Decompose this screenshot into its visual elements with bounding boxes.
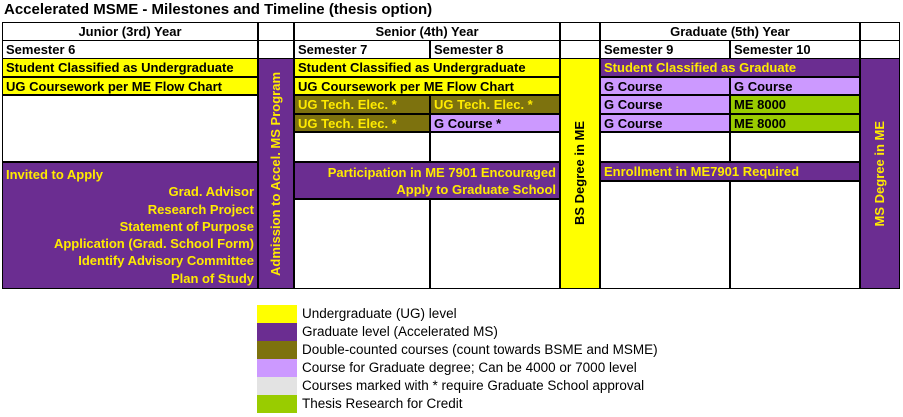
participation-me7901: Participation in ME 7901 Encouraged xyxy=(327,165,556,180)
senior-coursework-cell: UG Coursework per ME Flow Chart xyxy=(294,77,560,95)
semester-header-spacer-3 xyxy=(860,40,900,59)
year-header-spacer-1 xyxy=(258,22,294,41)
year-header-junior: Junior (3rd) Year xyxy=(2,22,258,41)
junior-milestones-block: Invited to Apply Grad. Advisor Research … xyxy=(2,162,258,289)
bs-degree-banner-label: BS Degree in ME xyxy=(572,121,587,226)
s7-tech-elec-1-cell: UG Tech. Elec. * xyxy=(294,95,430,114)
s9-empty-cell-2 xyxy=(600,181,730,289)
admission-banner-label: Admission to Accel. MS Program xyxy=(268,71,283,276)
milestone-application: Application (Grad. School Form) xyxy=(53,236,254,252)
semester-header-spacer-1 xyxy=(258,40,294,59)
year-header-spacer-3 xyxy=(860,22,900,41)
s9-empty-cell-1 xyxy=(600,132,730,162)
semester-header-10: Semester 10 xyxy=(730,40,860,59)
junior-classified-cell: Student Classified as Undergraduate xyxy=(2,58,258,77)
legend-swatch-grad-course xyxy=(257,359,297,377)
semester-header-7: Semester 7 xyxy=(294,40,430,59)
s10-me8000-2-cell: ME 8000 xyxy=(730,114,860,132)
enrollment-me7901-cell: Enrollment in ME7901 Required xyxy=(600,162,860,181)
junior-coursework-cell: UG Coursework per ME Flow Chart xyxy=(2,77,258,95)
admission-banner: Admission to Accel. MS Program xyxy=(258,58,294,289)
s9-g-course-2-cell: G Course xyxy=(600,95,730,114)
year-header-senior: Senior (4th) Year xyxy=(294,22,560,41)
bs-degree-banner: BS Degree in ME xyxy=(560,58,600,289)
junior-empty-cell xyxy=(2,95,258,162)
s10-empty-cell-2 xyxy=(730,181,860,289)
s9-g-course-1-cell: G Course xyxy=(600,77,730,95)
legend-swatch-undergrad xyxy=(257,305,297,323)
legend-label-grad: Graduate level (Accelerated MS) xyxy=(302,324,498,339)
semester-header-8: Semester 8 xyxy=(430,40,560,59)
s8-empty-cell-1 xyxy=(430,132,560,162)
milestone-grad-advisor: Grad. Advisor xyxy=(168,184,254,200)
s8-empty-cell-2 xyxy=(430,199,560,289)
s8-tech-elec-cell: UG Tech. Elec. * xyxy=(430,95,560,114)
semester-header-9: Semester 9 xyxy=(600,40,730,59)
senior-milestones-block: Participation in ME 7901 Encouraged Appl… xyxy=(294,162,560,199)
s9-g-course-3-cell: G Course xyxy=(600,114,730,132)
s10-empty-cell-1 xyxy=(730,132,860,162)
page-title: Accelerated MSME - Milestones and Timeli… xyxy=(4,1,433,18)
legend-swatch-approval xyxy=(257,377,297,395)
s10-g-course-cell: G Course xyxy=(730,77,860,95)
milestone-research-project: Research Project xyxy=(147,201,254,217)
legend-label-thesis: Thesis Research for Credit xyxy=(302,396,463,411)
apply-grad-school: Apply to Graduate School xyxy=(396,182,556,197)
s7-empty-cell-1 xyxy=(294,132,430,162)
year-header-spacer-2 xyxy=(560,22,600,41)
invited-to-apply: Invited to Apply xyxy=(6,167,104,182)
semester-header-6: Semester 6 xyxy=(2,40,258,59)
graduate-classified-cell: Student Classified as Graduate xyxy=(600,58,860,77)
s7-empty-cell-2 xyxy=(294,199,430,289)
legend-label-approval: Courses marked with * require Graduate S… xyxy=(302,378,645,393)
s8-g-course-cell: G Course * xyxy=(430,114,560,132)
year-header-graduate: Graduate (5th) Year xyxy=(600,22,860,41)
ms-degree-banner: MS Degree in ME xyxy=(860,58,900,289)
milestone-plan-of-study: Plan of Study xyxy=(170,270,254,286)
s10-me8000-1-cell: ME 8000 xyxy=(730,95,860,114)
milestone-advisory-committee: Identify Advisory Committee xyxy=(78,253,254,269)
milestone-statement-of-purpose: Statement of Purpose xyxy=(119,218,254,234)
legend-swatch-double-counted xyxy=(257,341,297,359)
semester-header-spacer-2 xyxy=(560,40,600,59)
s7-tech-elec-2-cell: UG Tech. Elec. * xyxy=(294,114,430,132)
senior-classified-cell: Student Classified as Undergraduate xyxy=(294,58,560,77)
legend-label-double-counted: Double-counted courses (count towards BS… xyxy=(302,342,658,357)
legend-swatch-grad xyxy=(257,323,297,341)
ms-degree-banner-label: MS Degree in ME xyxy=(872,120,887,227)
legend-label-grad-course: Course for Graduate degree; Can be 4000 … xyxy=(302,360,637,375)
legend-label-undergrad: Undergraduate (UG) level xyxy=(302,306,457,321)
legend-swatch-thesis xyxy=(257,395,297,413)
